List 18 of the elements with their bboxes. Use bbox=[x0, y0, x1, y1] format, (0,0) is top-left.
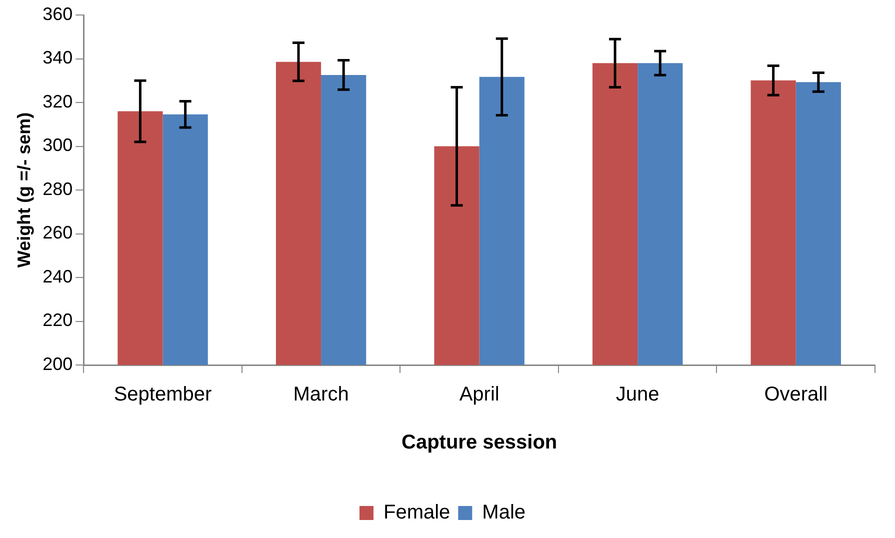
legend-label: Female bbox=[383, 502, 450, 524]
y-axis-title: Weight (g =/- sem) bbox=[14, 112, 34, 268]
y-tick-label: 280 bbox=[42, 178, 73, 199]
y-tick-label: 360 bbox=[42, 4, 73, 24]
y-tick-label: 260 bbox=[42, 222, 73, 243]
x-tick-label: April bbox=[459, 384, 500, 406]
x-tick-label: Overall bbox=[764, 384, 828, 406]
x-tick-label: March bbox=[293, 384, 349, 406]
y-tick-label: 320 bbox=[42, 91, 73, 112]
legend-label: Male bbox=[482, 502, 526, 524]
y-tick-label: 300 bbox=[42, 135, 73, 156]
x-tick-label: June bbox=[616, 384, 660, 406]
x-tick-label: September bbox=[114, 384, 212, 406]
y-tick-label: 200 bbox=[42, 354, 73, 374]
x-axis-title: Capture session bbox=[402, 432, 558, 454]
y-tick-label: 220 bbox=[42, 310, 73, 330]
y-tick-label: 240 bbox=[42, 266, 73, 286]
y-tick-label: 340 bbox=[42, 48, 73, 68]
